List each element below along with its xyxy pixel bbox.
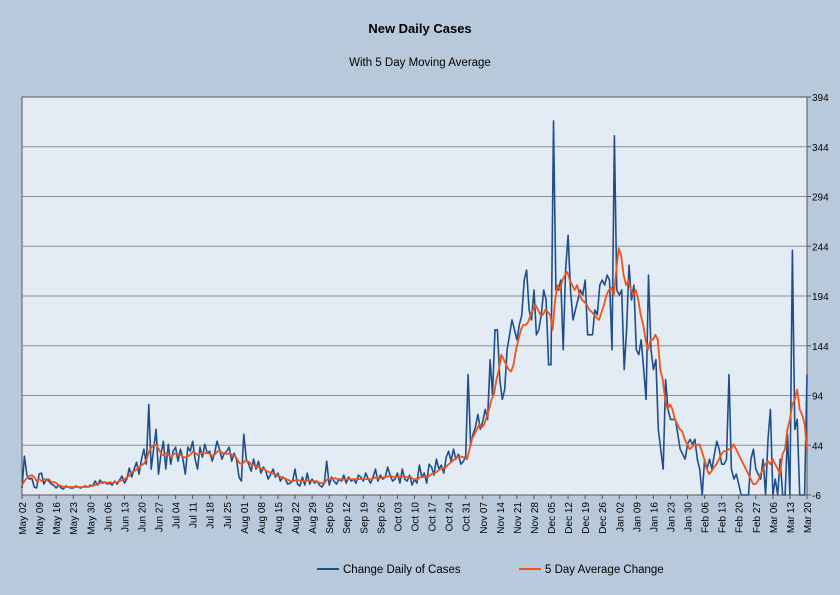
x-tick-label: Oct 31 <box>462 502 473 532</box>
x-tick-label: Nov 07 <box>479 502 490 534</box>
x-tick-label: Feb 27 <box>752 502 763 534</box>
x-tick-label: Jun 13 <box>120 502 131 532</box>
y-tick-label: 394 <box>812 93 829 104</box>
legend-label: 5 Day Average Change <box>545 564 664 576</box>
y-tick-label: 194 <box>812 292 829 303</box>
x-tick-label: Jul 18 <box>206 502 217 529</box>
x-tick-label: Mar 20 <box>803 502 814 534</box>
legend: Change Daily of Cases 5 Day Average Chang… <box>317 564 664 576</box>
x-tick-label: Mar 13 <box>786 502 797 534</box>
chart-title: New Daily Cases <box>368 21 471 36</box>
y-tick-label: 244 <box>812 242 829 253</box>
x-tick-label: Aug 01 <box>240 502 251 534</box>
x-tick-label: Feb 13 <box>718 502 729 534</box>
y-tick-label: 44 <box>812 441 824 452</box>
x-tick-label: May 23 <box>69 502 80 535</box>
x-tick-label: Jul 25 <box>223 502 234 529</box>
series-layer <box>21 120 808 496</box>
x-tick-label: Aug 08 <box>257 502 268 534</box>
x-tick-label: Oct 24 <box>445 502 456 532</box>
y-tick-label: 144 <box>812 342 829 353</box>
x-tick-label: Dec 19 <box>581 502 592 534</box>
legend-label: Change Daily of Cases <box>343 564 461 576</box>
x-tick-label: Jul 04 <box>172 502 183 529</box>
x-tick-label: Sep 26 <box>376 502 387 534</box>
x-tick-label: Oct 03 <box>393 502 404 532</box>
x-tick-label: Nov 14 <box>496 502 507 534</box>
x-tick-label: Oct 17 <box>428 502 439 532</box>
x-axis-ticks: May 02 May 09 May 16 May 23 May 30 Jun 06 Jun … <box>18 495 814 535</box>
x-tick-label: Jun 06 <box>103 502 114 532</box>
x-tick-label: Jan 30 <box>684 502 695 532</box>
y-axis-ticks: -6 44 94 144 194 244 294 344 394 <box>807 93 829 502</box>
x-tick-label: May 30 <box>86 502 97 535</box>
gridlines <box>22 146 807 446</box>
x-tick-label: Dec 26 <box>598 502 609 534</box>
x-tick-label: Dec 12 <box>564 502 575 534</box>
x-tick-label: Jul 11 <box>189 502 200 528</box>
x-tick-label: May 09 <box>35 502 46 535</box>
x-tick-label: Aug 22 <box>291 502 302 534</box>
x-tick-label: Sep 05 <box>325 502 336 534</box>
x-tick-label: Jan 09 <box>632 502 643 532</box>
x-tick-label: Jan 23 <box>666 502 677 532</box>
x-tick-label: Aug 29 <box>308 502 319 534</box>
x-tick-label: Feb 06 <box>701 502 712 534</box>
x-tick-label: May 16 <box>52 502 63 535</box>
x-tick-label: Dec 05 <box>547 502 558 534</box>
x-tick-label: Feb 20 <box>735 502 746 534</box>
chart-subtitle: With 5 Day Moving Average <box>349 57 491 69</box>
x-tick-label: Aug 15 <box>274 502 285 534</box>
x-tick-label: Jun 27 <box>155 502 166 532</box>
x-tick-label: Sep 12 <box>342 502 353 534</box>
x-tick-label: Jan 16 <box>649 502 660 532</box>
x-tick-label: Jun 20 <box>137 502 148 532</box>
series-line-5-day-average <box>21 247 808 488</box>
x-tick-label: Nov 28 <box>530 502 541 534</box>
x-tick-label: Oct 10 <box>411 502 422 532</box>
y-tick-label: 294 <box>812 193 829 204</box>
y-tick-label: 94 <box>812 392 824 403</box>
x-tick-label: Mar 06 <box>769 502 780 534</box>
x-tick-label: May 02 <box>18 502 29 535</box>
y-tick-label: 344 <box>812 143 829 154</box>
y-tick-label: -6 <box>812 491 821 502</box>
x-tick-label: Sep 19 <box>359 502 370 534</box>
x-tick-label: Jan 02 <box>615 502 626 532</box>
x-tick-label: Nov 21 <box>513 502 524 534</box>
